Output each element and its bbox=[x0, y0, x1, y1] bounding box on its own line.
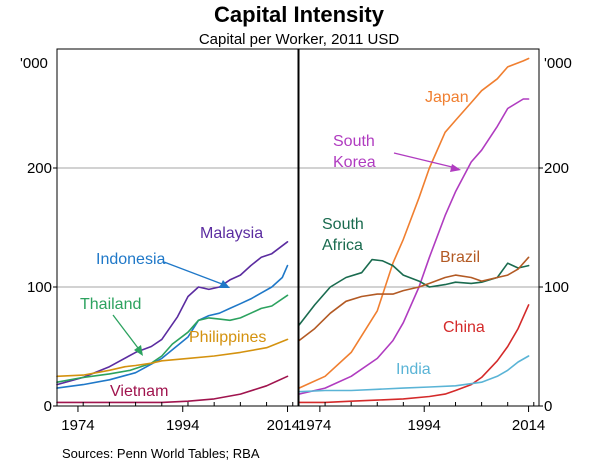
right-panel-frame bbox=[298, 48, 540, 407]
series-line-vietnam bbox=[56, 375, 289, 404]
y-tick-left-200: 200 bbox=[27, 160, 52, 177]
x-tick-right-1994: 1994 bbox=[408, 417, 441, 434]
label-japan: Japan bbox=[425, 89, 469, 106]
series-line-thailand bbox=[56, 294, 289, 384]
left-unit-label: '000 bbox=[20, 55, 48, 72]
y-tick-right-100: 100 bbox=[544, 279, 569, 296]
series-line-china bbox=[298, 304, 530, 404]
series-layer bbox=[56, 57, 530, 404]
arrow-south-korea bbox=[393, 152, 461, 172]
x-tick-right-2014: 2014 bbox=[512, 417, 545, 434]
label-south-korea-line2: Korea bbox=[333, 154, 376, 171]
label-vietnam: Vietnam bbox=[110, 383, 168, 400]
label-philippines: Philippines bbox=[189, 329, 266, 346]
label-brazil: Brazil bbox=[440, 249, 480, 266]
series-line-indonesia bbox=[56, 264, 289, 389]
chart-title: Capital Intensity bbox=[214, 2, 385, 27]
y-tick-left-100: 100 bbox=[27, 279, 52, 296]
label-south-africa-line1: South bbox=[322, 216, 364, 233]
x-tick-left-2014: 2014 bbox=[267, 417, 300, 434]
x-tick-right-1974: 1974 bbox=[298, 417, 331, 434]
label-thailand: Thailand bbox=[80, 296, 141, 313]
y-tick-left-0: 0 bbox=[44, 398, 52, 415]
chart-subtitle: Capital per Worker, 2011 USD bbox=[199, 31, 400, 48]
series-line-brazil bbox=[298, 256, 530, 342]
label-indonesia: Indonesia bbox=[96, 251, 165, 268]
y-tick-right-200: 200 bbox=[544, 160, 569, 177]
label-india: India bbox=[396, 361, 431, 378]
arrow-indonesia bbox=[163, 261, 230, 288]
x-tick-left-1994: 1994 bbox=[166, 417, 199, 434]
label-malaysia: Malaysia bbox=[200, 225, 263, 242]
label-south-korea-line1: South bbox=[333, 133, 375, 150]
source-note: Sources: Penn World Tables; RBA bbox=[62, 446, 260, 461]
x-tick-left-1974: 1974 bbox=[61, 417, 94, 434]
left-panel-frame bbox=[56, 48, 299, 407]
series-line-south-africa bbox=[298, 258, 530, 326]
series-line-south-korea bbox=[298, 98, 530, 395]
y-tick-right-0: 0 bbox=[544, 398, 552, 415]
series-line-malaysia bbox=[56, 241, 289, 386]
arrow-thailand bbox=[112, 314, 143, 356]
label-china: China bbox=[443, 319, 485, 336]
series-line-japan bbox=[298, 57, 530, 389]
right-unit-label: '000 bbox=[544, 55, 572, 72]
series-line-philippines bbox=[56, 338, 289, 378]
series-line-india bbox=[298, 355, 530, 393]
label-south-africa-line2: Africa bbox=[322, 237, 363, 254]
